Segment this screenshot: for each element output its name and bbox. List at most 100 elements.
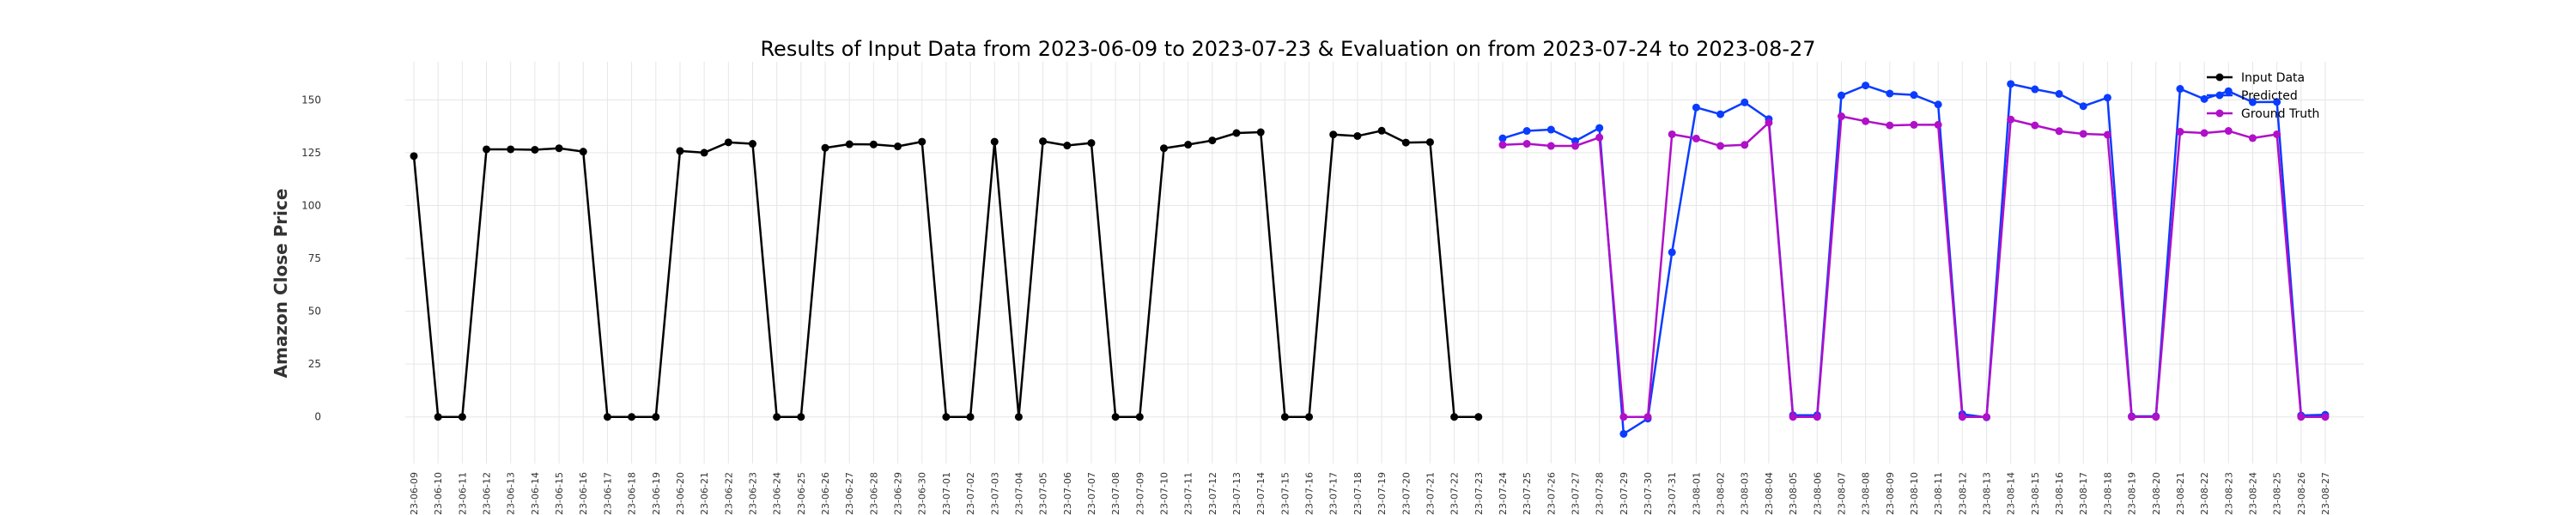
- x-tick-label: 2023-06-20: [675, 472, 686, 515]
- predicted-point: [1692, 103, 1700, 112]
- predicted-point: [1716, 110, 1725, 118]
- legend-marker-predicted: [2215, 91, 2224, 100]
- input-data-point: [821, 143, 829, 152]
- input-data-point: [918, 137, 927, 146]
- legend-marker-ground-truth: [2215, 109, 2224, 118]
- x-tick-label: 2023-07-08: [1110, 472, 1121, 515]
- input-data-point: [531, 145, 539, 154]
- ground-truth-point: [2176, 128, 2184, 136]
- chart-title: Results of Input Data from 2023-06-09 to…: [760, 37, 1815, 61]
- x-tick-label: 2023-07-19: [1376, 472, 1388, 515]
- input-data-point: [483, 145, 491, 154]
- ground-truth-point: [1692, 134, 1700, 142]
- y-tick-label: 100: [301, 199, 321, 211]
- ground-truth-point: [2007, 115, 2015, 124]
- y-tick-label: 50: [308, 306, 321, 318]
- input-data-point: [628, 413, 636, 421]
- ground-truth-point: [2297, 413, 2306, 421]
- y-tick-label: 150: [301, 94, 321, 106]
- input-data-point: [748, 140, 756, 148]
- ground-truth-point: [1522, 140, 1531, 148]
- ground-truth-point: [1546, 142, 1555, 150]
- input-data-point: [1256, 128, 1265, 136]
- x-tick-label: 2023-07-16: [1304, 472, 1315, 515]
- x-tick-label: 2023-07-25: [1522, 472, 1533, 515]
- ground-truth-point: [2224, 127, 2233, 136]
- input-data-point: [797, 413, 805, 421]
- x-tick-label: 2023-06-16: [578, 472, 589, 515]
- x-tick-label: 2023-07-29: [1619, 472, 1630, 515]
- predicted-point: [1595, 124, 1604, 132]
- y-tick-label: 0: [314, 411, 321, 423]
- predicted-point: [2031, 85, 2039, 94]
- input-data-point: [942, 413, 951, 421]
- x-tick-label: 2023-06-25: [796, 472, 807, 515]
- x-tick-label: 2023-08-25: [2272, 472, 2283, 515]
- x-tick-label: 2023-08-02: [1716, 472, 1727, 515]
- x-tick-label: 2023-08-13: [1982, 472, 1993, 515]
- x-tick-label: 2023-08-21: [2175, 472, 2186, 515]
- input-data-point: [1039, 137, 1048, 146]
- predicted-point: [2103, 94, 2111, 102]
- ground-truth-point: [1837, 112, 1845, 121]
- x-tick-label: 2023-07-31: [1667, 472, 1678, 515]
- x-tick-label: 2023-06-10: [433, 472, 444, 515]
- x-tick-label: 2023-08-10: [1909, 472, 1920, 515]
- ground-truth-point: [1619, 413, 1628, 421]
- x-tick-label: 2023-07-23: [1473, 472, 1485, 515]
- x-tick-label: 2023-08-16: [2054, 472, 2065, 515]
- input-data-point: [845, 140, 854, 148]
- predicted-point: [2007, 80, 2015, 88]
- input-data-point: [990, 137, 999, 146]
- input-data-point: [894, 142, 902, 151]
- x-tick-label: 2023-06-17: [602, 472, 613, 515]
- x-tick-label: 2023-08-11: [1933, 472, 1944, 515]
- ground-truth-point: [2103, 130, 2111, 139]
- x-tick-label: 2023-07-22: [1449, 472, 1461, 515]
- x-tick-label: 2023-07-30: [1643, 472, 1654, 515]
- x-tick-label: 2023-06-22: [723, 472, 734, 515]
- input-data-point: [434, 413, 442, 421]
- ground-truth-point: [2273, 130, 2281, 138]
- input-data-point: [579, 148, 587, 156]
- input-data-point: [1450, 413, 1459, 421]
- ground-truth-point: [1643, 413, 1652, 421]
- input-data-point: [1208, 136, 1217, 145]
- x-tick-label: 2023-08-04: [1764, 472, 1775, 515]
- x-tick-label: 2023-07-10: [1158, 472, 1170, 515]
- ground-truth-point: [2079, 130, 2087, 138]
- input-data-point: [1280, 413, 1289, 421]
- input-data-point: [555, 144, 563, 153]
- input-data-point: [603, 413, 611, 421]
- x-tick-label: 2023-07-20: [1400, 472, 1412, 515]
- x-tick-label: 2023-08-05: [1788, 472, 1799, 515]
- x-tick-label: 2023-07-17: [1328, 472, 1340, 515]
- input-data-point: [1401, 138, 1410, 147]
- x-tick-label: 2023-07-26: [1546, 472, 1557, 515]
- predicted-point: [1934, 100, 1942, 109]
- predicted-point: [2273, 98, 2281, 106]
- x-tick-label: 2023-08-03: [1740, 472, 1751, 515]
- x-tick-label: 2023-07-24: [1498, 472, 1509, 515]
- x-tick-label: 2023-06-12: [482, 472, 493, 515]
- input-data-point: [410, 152, 418, 161]
- x-tick-label: 2023-07-06: [1062, 472, 1073, 515]
- legend-marker-input-data: [2215, 73, 2224, 82]
- x-tick-label: 2023-07-11: [1183, 472, 1194, 515]
- x-tick-label: 2023-07-07: [1086, 472, 1097, 515]
- input-data-point: [1329, 130, 1338, 139]
- predicted-point: [1498, 134, 1507, 142]
- input-data-point: [507, 145, 515, 154]
- ground-truth-point: [1813, 413, 1821, 421]
- grid-lines: [405, 62, 2364, 464]
- ground-truth-point: [1498, 141, 1507, 149]
- x-tick-label: 2023-06-18: [627, 472, 638, 515]
- ground-truth-point: [1765, 118, 1773, 127]
- input-data-point: [1425, 138, 1434, 147]
- x-tick-label: 2023-07-03: [989, 472, 1000, 515]
- predicted-point: [1619, 429, 1628, 438]
- ground-truth-point: [1595, 133, 1604, 142]
- legend-label-input-data: Input Data: [2241, 71, 2305, 85]
- x-tick-label: 2023-08-27: [2320, 472, 2331, 515]
